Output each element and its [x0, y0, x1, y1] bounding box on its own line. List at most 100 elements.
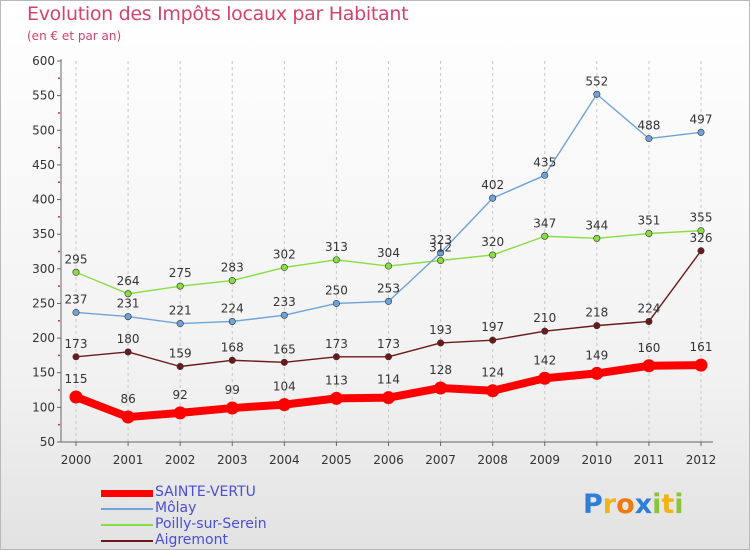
legend-label-molay: Môlay	[155, 500, 197, 516]
logo-letter: r	[602, 489, 617, 520]
data-label-poilly-sur-serein: 264	[117, 274, 140, 288]
data-point-aigremont	[384, 353, 392, 361]
data-point-molay	[332, 299, 340, 307]
data-label-sainte-vertu: 128	[429, 363, 452, 377]
data-label-molay: 224	[221, 301, 244, 315]
x-tick-label: 2005	[321, 453, 352, 467]
data-label-sainte-vertu: 161	[690, 340, 713, 354]
data-point-molay	[228, 317, 236, 325]
legend-label-aigremont: Aigremont	[155, 532, 228, 548]
y-tick-label: 600	[32, 54, 55, 68]
data-point-molay	[72, 308, 80, 316]
y-tick-label: 450	[32, 158, 55, 172]
data-label-sainte-vertu: 114	[377, 373, 400, 387]
data-label-molay: 221	[169, 304, 192, 318]
data-point-poilly-sur-serein	[384, 262, 392, 270]
legend-item-sainte-vertu: SAINTE-VERTU	[101, 484, 341, 501]
x-tick-label: 2011	[634, 453, 665, 467]
data-label-aigremont: 218	[585, 306, 608, 320]
data-point-poilly-sur-serein	[593, 234, 601, 242]
axes: 50 100 150 200 250 300 350 400 450 500 550 600 2000 2…	[32, 54, 716, 467]
x-tick-label: 2006	[373, 453, 404, 467]
data-point-poilly-sur-serein	[124, 290, 132, 298]
legend-swatch-sainte-vertu	[101, 490, 153, 497]
y-tick-label: 50	[40, 435, 55, 449]
data-point-sainte-vertu	[642, 359, 656, 373]
y-tick-label: 250	[32, 296, 55, 310]
data-point-molay	[280, 311, 288, 319]
data-point-molay	[593, 90, 601, 98]
data-label-aigremont: 193	[429, 323, 452, 337]
proxiti-logo: Proxiti	[583, 489, 684, 520]
legend-swatch-aigremont	[101, 540, 153, 542]
data-label-molay: 253	[377, 281, 400, 295]
x-tick-label: 2002	[165, 453, 196, 467]
data-point-poilly-sur-serein	[72, 268, 80, 276]
data-point-poilly-sur-serein	[280, 263, 288, 271]
data-label-aigremont: 224	[637, 301, 660, 315]
x-tick-label: 2000	[61, 453, 92, 467]
legend-label-sainte-vertu: SAINTE-VERTU	[155, 484, 256, 500]
data-label-poilly-sur-serein: 295	[65, 252, 88, 266]
data-label-sainte-vertu: 115	[65, 372, 88, 386]
data-point-poilly-sur-serein	[228, 277, 236, 285]
x-tick-label: 2008	[477, 453, 508, 467]
data-point-sainte-vertu	[329, 391, 343, 405]
x-tick-label: 2010	[582, 453, 613, 467]
data-point-molay	[645, 135, 653, 143]
y-tick-label: 350	[32, 227, 55, 241]
legend-item-molay: Môlay	[101, 500, 341, 517]
data-point-molay	[437, 249, 445, 257]
data-point-poilly-sur-serein	[697, 227, 705, 235]
data-label-molay: 231	[117, 297, 140, 311]
data-label-sainte-vertu: 142	[533, 353, 556, 367]
data-point-molay	[489, 194, 497, 202]
chart-title: Evolution des Impôts locaux par Habitant	[27, 3, 409, 25]
data-point-sainte-vertu	[434, 381, 448, 395]
data-label-molay: 552	[585, 74, 608, 88]
data-point-molay	[541, 171, 549, 179]
data-label-aigremont: 173	[377, 337, 400, 351]
data-label-molay: 233	[273, 295, 296, 309]
data-point-poilly-sur-serein	[541, 232, 549, 240]
data-point-poilly-sur-serein	[176, 282, 184, 290]
data-point-poilly-sur-serein	[332, 256, 340, 264]
data-label-poilly-sur-serein: 320	[481, 235, 504, 249]
data-label-aigremont: 159	[169, 346, 192, 360]
data-point-aigremont	[593, 322, 601, 330]
logo-letter: P	[583, 489, 603, 520]
data-point-sainte-vertu	[590, 366, 604, 380]
data-labels: 115 86 92 99 104 113 114 128 124 142 149 160 161 237 2…	[65, 74, 713, 406]
data-point-molay	[176, 320, 184, 328]
logo-letter: t	[661, 489, 675, 520]
data-point-poilly-sur-serein	[645, 229, 653, 237]
data-point-molay	[697, 128, 705, 136]
data-point-sainte-vertu	[538, 371, 552, 385]
data-label-molay: 323	[429, 233, 452, 247]
data-point-aigremont	[176, 362, 184, 370]
data-point-molay	[124, 313, 132, 321]
data-label-sainte-vertu: 113	[325, 373, 348, 387]
x-tick-label: 2007	[425, 453, 456, 467]
data-point-aigremont	[697, 247, 705, 255]
legend-label-poilly-sur-serein: Poilly-sur-Serein	[155, 516, 267, 532]
y-tick-label: 200	[32, 331, 55, 345]
legend-swatch-molay	[101, 508, 153, 510]
data-point-sainte-vertu	[173, 406, 187, 420]
data-label-poilly-sur-serein: 283	[221, 261, 244, 275]
data-label-sainte-vertu: 124	[481, 366, 504, 380]
logo-letter: x	[634, 489, 653, 520]
series-lines	[69, 90, 708, 424]
y-tick-label: 150	[32, 366, 55, 380]
data-point-sainte-vertu	[69, 390, 83, 404]
data-label-poilly-sur-serein: 351	[637, 213, 660, 227]
data-label-poilly-sur-serein: 313	[325, 240, 348, 254]
data-label-poilly-sur-serein: 347	[533, 216, 556, 230]
y-tick-label: 550	[32, 89, 55, 103]
data-point-poilly-sur-serein	[489, 251, 497, 259]
y-tick-label: 500	[32, 123, 55, 137]
data-label-sainte-vertu: 99	[225, 383, 240, 397]
y-tick-label: 100	[32, 400, 55, 414]
